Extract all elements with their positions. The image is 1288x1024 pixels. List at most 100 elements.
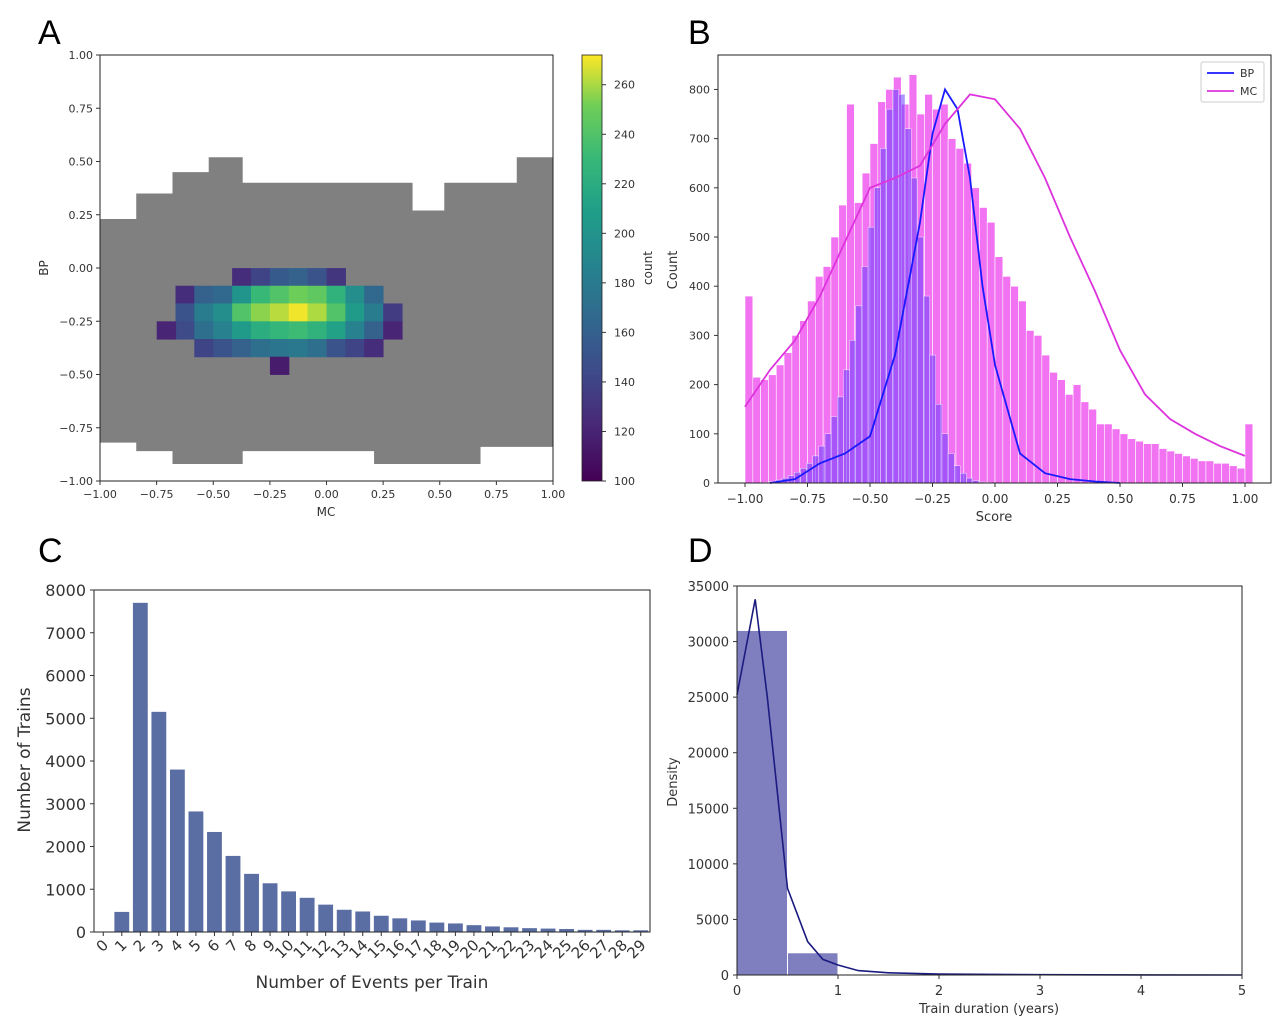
x-tick-label: 0 (733, 984, 741, 999)
mc-bar (947, 138, 957, 484)
mc-bar (963, 162, 972, 484)
mc-bar (775, 364, 785, 484)
x-tick-label: 1 (834, 984, 842, 999)
heatmap-cell (269, 268, 290, 287)
colorbar-tick-label: 200 (614, 227, 635, 240)
mc-bar (1150, 443, 1160, 484)
panel-d-x-ticks: 0 1 2 3 4 5 (733, 975, 1246, 999)
mc-bar (1190, 458, 1199, 484)
y-tick-label: 30000 (688, 636, 729, 651)
events-bar (225, 855, 241, 932)
events-bar (614, 930, 630, 932)
mc-bar (1010, 285, 1019, 484)
mc-bar (1221, 463, 1230, 484)
events-bar (132, 602, 148, 932)
duration-bars (736, 629, 839, 976)
events-bar (466, 925, 482, 932)
events-bar (596, 929, 612, 932)
panel-c-y-ticks: 0 1000 2000 3000 4000 5000 6000 7000 8000 (45, 581, 94, 942)
events-bar (392, 918, 408, 932)
colorbar-tick-label: 220 (614, 178, 635, 191)
y-tick-label: 20000 (688, 747, 729, 762)
colorbar-label: count (641, 251, 655, 285)
y-tick-label: 600 (689, 182, 710, 195)
events-bar (336, 909, 352, 932)
mc-bar (1213, 463, 1222, 484)
bp-bar (954, 465, 961, 484)
x-tick-label: 2 (130, 936, 149, 955)
y-tick-label: 500 (689, 231, 710, 244)
heatmap-cell (345, 285, 365, 304)
bp-bar (830, 416, 838, 484)
mc-bar (1236, 467, 1246, 484)
colorbar-ticks: 100 120 140 160 180 200 220 240 260 (602, 79, 635, 488)
duration-kde-line (736, 599, 1243, 976)
y-tick-label: 0 (703, 477, 710, 490)
mc-bar (1205, 460, 1215, 484)
panel-d-x-label: Train duration (years) (918, 1002, 1059, 1017)
heatmap-cell (383, 321, 403, 340)
panel-b-y-ticks: 0 100 200 300 400 500 600 700 800 (689, 83, 718, 490)
y-tick-label: 8000 (45, 581, 86, 600)
x-tick-label: 5 (1238, 984, 1246, 999)
duration-bar (736, 629, 788, 976)
colorbar (581, 54, 603, 482)
events-bar (318, 904, 334, 932)
y-tick-label: 15000 (688, 802, 729, 817)
x-tick-label: 2 (935, 984, 943, 999)
bp-bar (861, 266, 869, 484)
y-tick-label: 0 (721, 969, 729, 984)
x-tick-label: 1.00 (1232, 492, 1259, 506)
y-tick-label: 3000 (45, 795, 86, 814)
heatmap-cells (100, 157, 553, 464)
heatmap-cell (213, 339, 233, 358)
colorbar-tick-label: 140 (614, 376, 635, 389)
heatmap-cell (232, 285, 252, 304)
events-bar (281, 891, 297, 932)
heatmap-cell (288, 285, 309, 304)
panel-a-y-label: BP (37, 260, 51, 275)
legend-box (1200, 61, 1265, 103)
mc-bar (1182, 455, 1191, 484)
legend: BP MC (1200, 61, 1265, 103)
panel-b-x-ticks: −1.00 −0.75 −0.50 −0.25 0.00 0.25 0.50 0.75 1.00 (727, 483, 1259, 506)
y-tick-label: 35000 (688, 580, 729, 595)
mc-bar (1158, 448, 1168, 484)
mc-bar (1166, 450, 1175, 484)
bp-bar (843, 369, 850, 484)
x-tick-label: 0.25 (1044, 492, 1071, 506)
bp-bar (923, 295, 930, 484)
events-bar (633, 930, 649, 932)
bp-bar (904, 128, 912, 484)
y-tick-label: −0.25 (59, 315, 93, 328)
heatmap-cell (194, 285, 214, 304)
mc-kde-line (744, 93, 1246, 457)
events-bar (540, 928, 556, 932)
mc-bar (1072, 384, 1082, 484)
mc-bar (768, 374, 777, 484)
panel-d-frame (736, 585, 1243, 976)
mc-bars (744, 74, 1254, 484)
bp-bar (960, 472, 967, 484)
heatmap-cell (326, 285, 346, 304)
x-tick-label: 0.75 (1169, 492, 1196, 506)
x-tick-label: 0.75 (484, 488, 509, 501)
y-tick-label: 300 (689, 329, 710, 342)
x-tick-label: 0.50 (1107, 492, 1134, 506)
heatmap-cell (213, 285, 233, 304)
mc-bar (1244, 423, 1254, 484)
panel-b-x-label: Score (976, 510, 1012, 525)
heatmap-cell (250, 339, 271, 358)
heatmap-cell (345, 303, 365, 322)
x-tick-label: 3 (1036, 984, 1044, 999)
x-tick-label: −1.00 (727, 492, 764, 506)
x-tick-label: 3 (148, 936, 167, 955)
x-tick-label: 1 (111, 936, 130, 955)
heatmap-cell (307, 321, 327, 340)
heatmap-cell (269, 339, 290, 358)
heatmap-cell (269, 285, 290, 304)
heatmap-cell (326, 339, 346, 358)
panel-b-y-label: Count (666, 251, 681, 290)
y-tick-label: 0.25 (69, 209, 94, 222)
events-bar (207, 831, 222, 932)
